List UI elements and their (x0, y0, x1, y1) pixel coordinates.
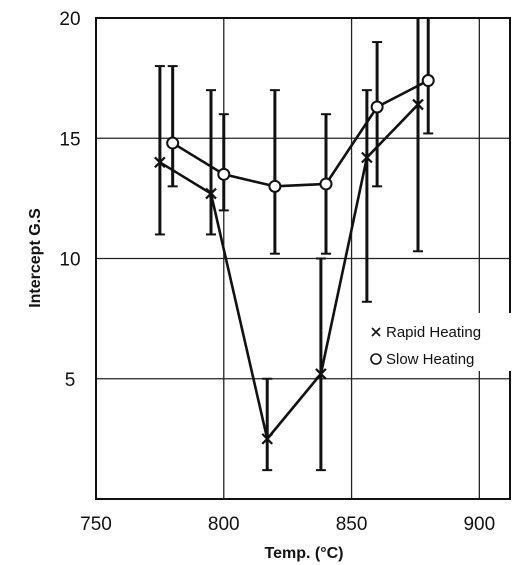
data-point-x-marker (315, 368, 327, 380)
legend-box (364, 313, 528, 371)
data-point-x-marker (412, 98, 424, 111)
x-tick-label: 850 (336, 514, 368, 535)
y-tick-label: 5 (65, 370, 76, 391)
tick-labels: 750 800 850 900 5 10 15 20 (59, 9, 495, 535)
series-slow-heating (166, 17, 435, 255)
y-tick-label: 10 (59, 250, 80, 271)
legend-item: Rapid Heating (371, 324, 481, 341)
data-point-circle-marker (370, 100, 384, 114)
data-point-circle-marker (166, 136, 180, 150)
data-point-circle-marker (217, 167, 231, 181)
x-tick-label: 800 (208, 514, 240, 535)
plot-frame (95, 17, 511, 500)
legend-circle-marker (370, 353, 382, 365)
series-rapid-heating (154, 17, 424, 472)
x-marker-stroke (154, 156, 166, 169)
data-point-x-marker (205, 187, 217, 200)
series-layer (154, 17, 435, 472)
data-point-circle-marker (319, 177, 333, 191)
series-line (159, 103, 419, 442)
series-line (171, 79, 429, 188)
data-point-x-marker (154, 156, 166, 169)
legend-label: Rapid Heating (386, 324, 481, 341)
legend: Rapid Heating Slow Heating (364, 313, 528, 371)
y-axis-title: Intercept G.S (27, 208, 44, 308)
data-point-x-marker (261, 433, 274, 445)
data-point-x-marker (361, 151, 373, 164)
x-marker-stroke (361, 151, 373, 164)
data-point-circle-marker (421, 74, 435, 88)
x-marker-stroke (261, 433, 274, 445)
x-tick-label: 750 (80, 514, 112, 535)
legend-item: Slow Heating (370, 351, 474, 368)
y-tick-label: 20 (59, 9, 80, 30)
legend-x-marker (371, 327, 381, 337)
x-axis-title: Temp. (°C) (265, 545, 344, 562)
x-marker-stroke (205, 187, 217, 200)
legend-label: Slow Heating (386, 351, 474, 368)
x-marker-stroke (412, 98, 424, 111)
x-tick-label: 900 (463, 514, 495, 535)
data-point-circle-marker (268, 179, 282, 193)
y-tick-label: 15 (59, 129, 80, 150)
grid (96, 18, 510, 499)
x-marker-stroke (315, 368, 327, 380)
